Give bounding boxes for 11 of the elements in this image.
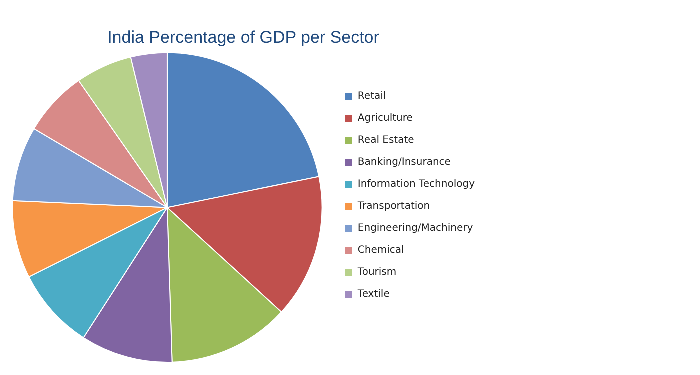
- legend-label: Tourism: [356, 267, 397, 278]
- legend-label: Banking/Insurance: [358, 157, 451, 168]
- legend-label: Agriculture: [358, 113, 413, 124]
- legend-label: Textile: [356, 289, 390, 300]
- legend-label: Retail: [358, 91, 386, 102]
- legend-label: Chemical: [358, 245, 404, 256]
- chart-title: India Percentage of GDP per Sector: [108, 28, 380, 47]
- legend-label: Information Technology: [358, 179, 476, 190]
- legend-label: Real Estate: [358, 135, 414, 146]
- legend-label: Transportation: [356, 201, 430, 212]
- legend-label: Engineering/Machinery: [358, 223, 474, 234]
